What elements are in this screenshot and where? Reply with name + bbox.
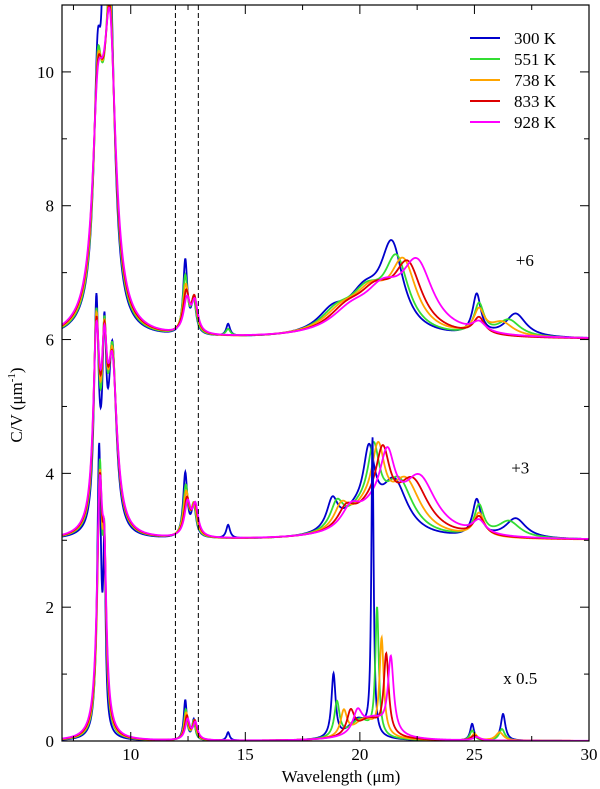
curve-panel2-738-k [62,309,589,541]
legend-label-300-k: 300 K [514,29,557,48]
y-tick-label: 8 [46,197,55,216]
y-tick-label: 2 [46,598,55,617]
y-tick-label: 6 [46,331,55,350]
y-tick-label: 4 [46,464,55,483]
x-tick-label: 20 [351,745,368,764]
curve-panel2-300-k [62,293,589,540]
curve-layer [62,5,589,741]
legend-label-928-k: 928 K [514,113,557,132]
legend-label-833-k: 833 K [514,92,557,111]
offset-annotation: +3 [511,458,529,477]
y-axis-label-exponent: -1 [6,373,18,382]
y-tick-label: 0 [46,732,55,751]
offset-annotation: +6 [516,251,534,270]
offset-annotation: x 0.5 [503,669,537,688]
tick-layer: 10 15 20 25 30 0 2 4 6 8 10 [37,5,598,764]
curve-panel1-928-k [62,6,589,339]
x-tick-label: 30 [581,745,598,764]
x-tick-label: 10 [122,745,139,764]
curve-panel1-738-k [62,5,589,339]
y-tick-label: 10 [37,63,54,82]
legend-label-738-k: 738 K [514,71,557,90]
curve-panel3-300-k [62,437,589,741]
curve-panel3-551-k [62,458,589,741]
curve-panel2-551-k [62,307,589,540]
plot-frame [61,4,590,742]
y-axis-label-main: C/V (μm [7,382,26,442]
y-axis-label-close: ) [7,367,26,373]
legend-label-551-k: 551 K [514,50,557,69]
curve-panel1-300-k [62,5,589,339]
axes [61,4,590,742]
curve-panel1-551-k [62,5,589,339]
curve-panel1-833-k [62,5,589,340]
legend: 300 K 551 K 738 K 833 K 928 K [470,29,557,132]
curve-panel2-833-k [62,315,589,541]
x-tick-label: 15 [237,745,254,764]
x-axis-label: Wavelength (μm) [282,767,401,786]
svg-text:C/V (μm-1): C/V (μm-1) [6,367,26,442]
annotation-layer: +6 +3 x 0.5 [503,251,537,688]
curve-panel2-928-k [62,319,589,540]
curve-panel3-738-k [62,468,589,741]
y-axis-label: C/V (μm-1) [6,367,26,442]
reference-lines [174,5,199,741]
x-tick-label: 25 [466,745,483,764]
